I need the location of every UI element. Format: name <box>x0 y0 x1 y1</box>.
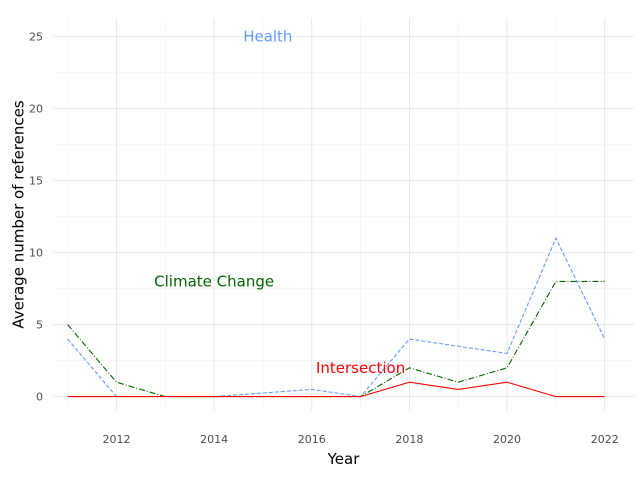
minor-gridlines <box>53 18 634 411</box>
series-label-health: Health <box>243 28 292 46</box>
y-tick-label: 20 <box>29 103 43 116</box>
x-tick-label: 2012 <box>102 433 130 446</box>
x-tick-label: 2016 <box>298 433 326 446</box>
series-labels: Health Climate Change Intersection <box>154 28 405 377</box>
x-tick-label: 2018 <box>395 433 423 446</box>
y-tick-labels: 0 5 10 15 20 25 <box>29 31 43 404</box>
y-tick-label: 25 <box>29 31 43 44</box>
y-tick-label: 5 <box>36 319 43 332</box>
series-line-climate-change <box>67 280 605 398</box>
y-axis-title: Average number of references <box>9 100 27 329</box>
series-label-intersection: Intersection <box>316 359 405 377</box>
series-lines <box>67 236 606 398</box>
major-gridlines <box>53 18 634 411</box>
x-tick-label: 2020 <box>493 433 521 446</box>
x-tick-label: 2014 <box>200 433 228 446</box>
y-tick-label: 10 <box>29 247 43 260</box>
x-tick-labels: 2012 2014 2016 2018 2020 2022 <box>102 433 618 446</box>
series-line-intersection <box>67 381 605 398</box>
y-tick-label: 0 <box>36 391 43 404</box>
x-axis-title: Year <box>327 450 361 468</box>
series-label-climate-change: Climate Change <box>154 272 274 290</box>
y-tick-label: 15 <box>29 175 43 188</box>
x-tick-label: 2022 <box>591 433 619 446</box>
